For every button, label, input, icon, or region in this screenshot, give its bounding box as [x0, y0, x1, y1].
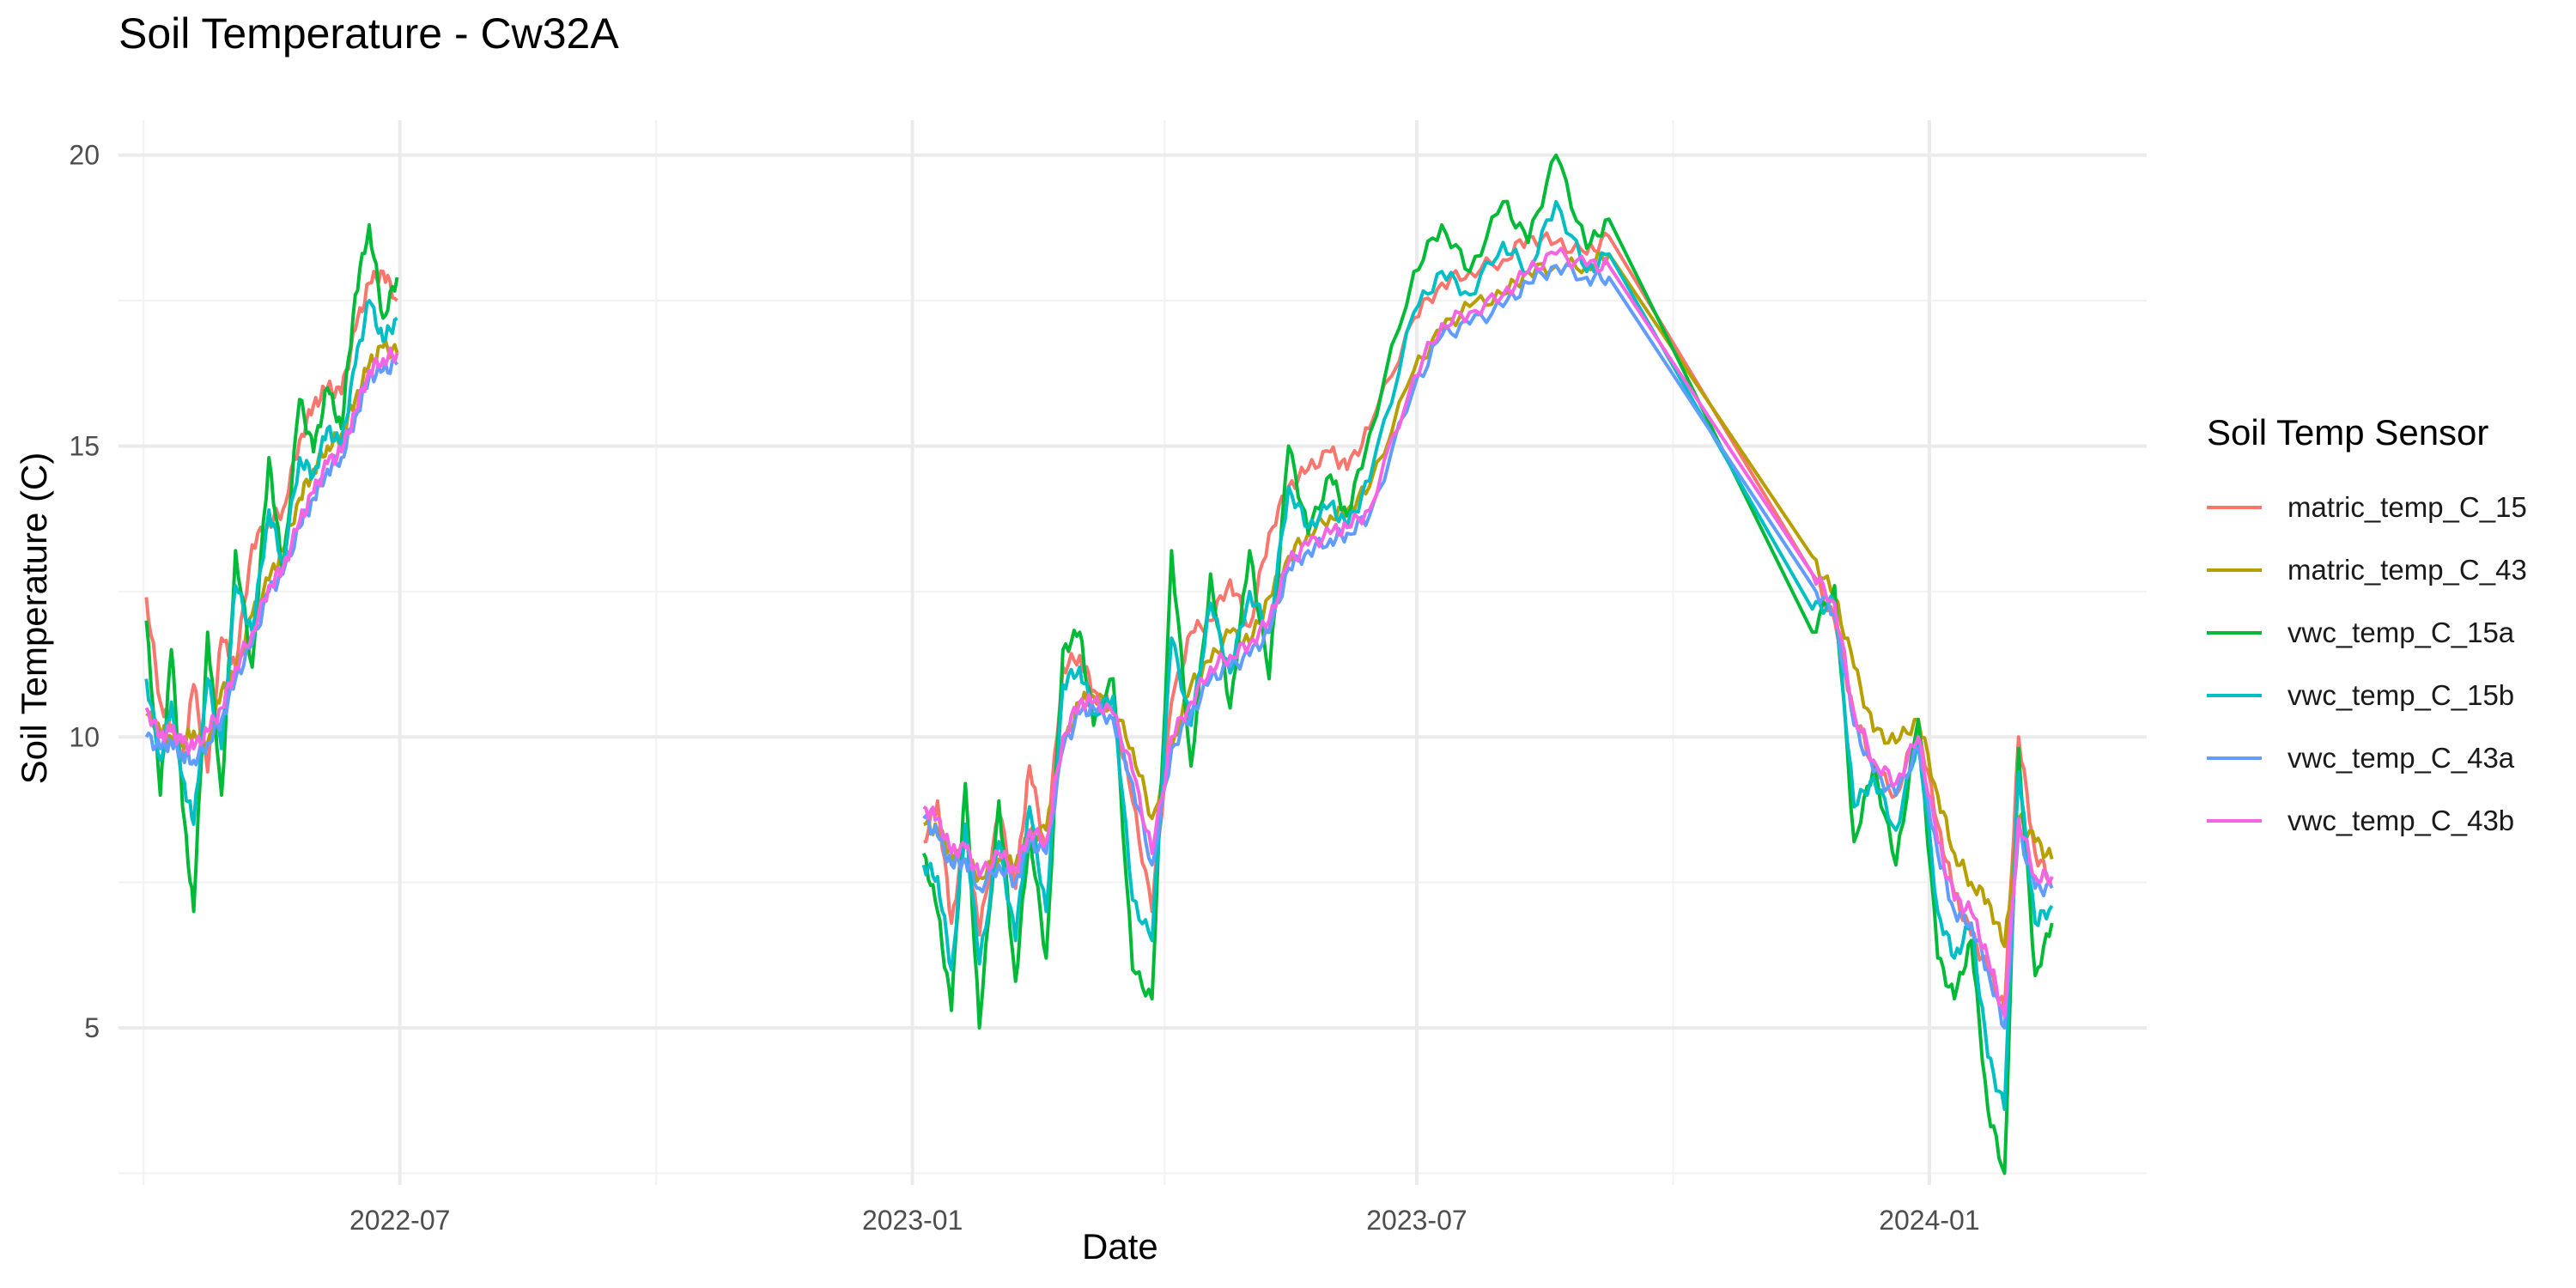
series-lines: [144, 153, 2054, 1176]
series-line-vwc-temp-C-15b: [921, 199, 2054, 1111]
series-line-vwc-temp-C-15b: [144, 299, 398, 826]
series-line-vwc-temp-C-15a: [921, 153, 2054, 1176]
series-line-vwc-temp-C-43b: [144, 346, 399, 756]
legend-item: vwc_temp_C_43b: [2207, 789, 2527, 852]
legend-key: [2207, 630, 2262, 635]
legend-key: [2207, 693, 2262, 697]
x-tick-label: 2023-07: [1366, 1205, 1467, 1236]
x-tick-label: 2023-01: [862, 1205, 963, 1236]
legend-key: [2207, 568, 2262, 572]
y-axis-title: Soil Temperature (C): [14, 452, 54, 785]
legend-item: vwc_temp_C_43a: [2207, 726, 2527, 789]
major-gridlines: [118, 120, 2147, 1185]
legend-item: vwc_temp_C_15b: [2207, 664, 2527, 726]
legend-items: matric_temp_C_15 matric_temp_C_43 vwc_temp…: [2207, 476, 2527, 852]
legend-item: matric_temp_C_15: [2207, 476, 2527, 538]
legend-label: vwc_temp_C_43b: [2287, 804, 2515, 836]
legend-title: Soil Temp Sensor: [2207, 412, 2489, 453]
y-tick-label: 10: [69, 721, 100, 752]
minor-gridlines: [118, 120, 2147, 1185]
legend-item: vwc_temp_C_15a: [2207, 601, 2527, 664]
legend-key: [2207, 505, 2262, 509]
x-axis-title: Date: [1082, 1226, 1158, 1267]
series-line-matric-temp-C-15: [923, 231, 2053, 1012]
tick-labels: 2022-07 2023-01 2023-07 2024-01 5 10 15 20: [69, 140, 1979, 1236]
legend-label: vwc_temp_C_15b: [2287, 678, 2515, 711]
legend-key: [2207, 756, 2262, 760]
x-tick-label: 2024-01: [1879, 1205, 1979, 1236]
y-tick-label: 15: [69, 430, 100, 461]
legend-label: matric_temp_C_15: [2287, 490, 2527, 523]
legend-item: matric_temp_C_43: [2207, 538, 2527, 601]
series-line-vwc-temp-C-15a: [144, 223, 399, 914]
y-tick-label: 5: [84, 1012, 100, 1043]
legend-label: matric_temp_C_43: [2287, 553, 2527, 586]
legend-label: vwc_temp_C_43a: [2287, 741, 2515, 774]
series-line-vwc-temp-C-43a: [144, 359, 399, 767]
series-line-vwc-temp-C-43b: [922, 246, 2054, 1018]
legend-label: vwc_temp_C_15a: [2287, 616, 2515, 648]
legend-key: [2207, 818, 2262, 823]
y-tick-label: 20: [69, 140, 100, 171]
legend: Soil Temp Sensor matric_temp_C_15 matric_…: [2207, 412, 2527, 852]
series-line-vwc-temp-C-43a: [922, 263, 2054, 1030]
series-line-matric-temp-C-43: [923, 251, 2054, 949]
x-tick-label: 2022-07: [349, 1205, 450, 1236]
chart-title: Soil Temperature - Cw32A: [118, 9, 619, 58]
